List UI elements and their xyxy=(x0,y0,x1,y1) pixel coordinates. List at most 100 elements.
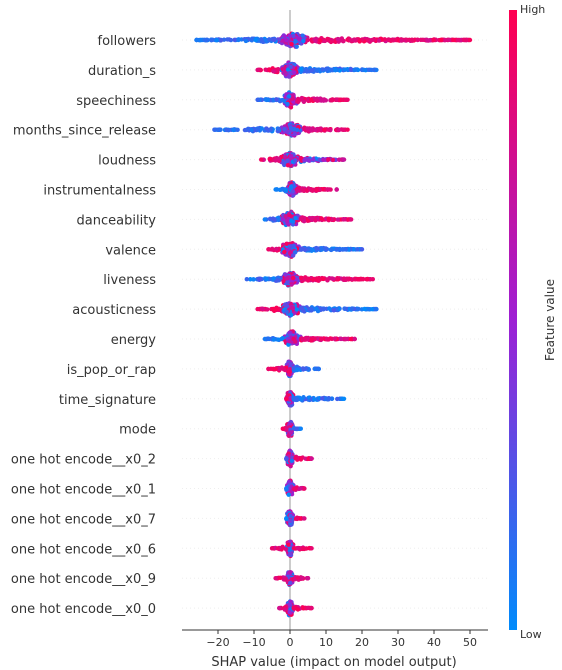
shap-point xyxy=(271,69,276,74)
shap-point xyxy=(249,127,254,133)
shap-point xyxy=(307,158,312,163)
shap-point xyxy=(293,39,298,44)
shap-point xyxy=(427,38,432,43)
shap-point xyxy=(255,127,260,132)
shap-point xyxy=(297,36,302,42)
shap-point xyxy=(326,127,331,132)
shap-point xyxy=(311,157,316,162)
shap-point xyxy=(288,154,294,159)
shap-point xyxy=(267,156,272,162)
shap-point xyxy=(214,37,219,43)
shap-point xyxy=(334,97,340,102)
shap-point xyxy=(266,247,271,252)
shap-point xyxy=(326,216,331,221)
shap-point xyxy=(295,367,301,372)
shap-point xyxy=(285,162,291,168)
shap-point xyxy=(232,37,237,43)
shap-point xyxy=(451,37,456,43)
shap-point xyxy=(288,125,294,131)
shap-point xyxy=(290,96,296,101)
shap-point xyxy=(439,37,444,43)
shap-point xyxy=(305,37,310,43)
shap-point xyxy=(461,37,466,43)
shap-point xyxy=(286,74,292,79)
shap-point xyxy=(335,275,340,281)
shap-point xyxy=(290,305,296,311)
shap-point xyxy=(352,67,357,73)
shap-point xyxy=(274,97,279,102)
shap-point xyxy=(249,36,255,41)
shap-point xyxy=(319,216,324,221)
shap-point xyxy=(289,41,294,47)
shap-point xyxy=(309,97,314,102)
shap-point xyxy=(276,217,281,223)
shap-point xyxy=(265,97,271,103)
shap-point xyxy=(332,336,338,341)
shap-point xyxy=(333,68,338,73)
shap-point xyxy=(370,37,375,43)
shap-point xyxy=(340,247,345,252)
shap-point xyxy=(322,127,327,133)
shap-point xyxy=(359,247,365,252)
shap-point xyxy=(285,129,290,134)
shap-point xyxy=(308,306,314,312)
shap-point xyxy=(259,157,264,162)
shap-point xyxy=(313,218,318,223)
shap-point xyxy=(284,241,289,247)
shap-point xyxy=(301,38,306,44)
shap-point xyxy=(302,158,307,163)
shap-point xyxy=(290,275,296,281)
shap-point xyxy=(285,218,290,223)
shap-point xyxy=(236,37,241,42)
shap-point xyxy=(198,37,203,43)
shap-point xyxy=(320,276,326,282)
shap-point xyxy=(316,276,321,281)
shap-point xyxy=(349,306,355,311)
shap-point xyxy=(361,276,366,282)
shap-point xyxy=(291,253,296,258)
shap-point xyxy=(255,306,260,312)
shap-point xyxy=(431,37,436,43)
shap-point xyxy=(326,337,331,342)
shap-point xyxy=(442,37,448,43)
shap-point xyxy=(335,396,340,402)
shap-point xyxy=(271,37,277,43)
shap-point xyxy=(299,396,304,401)
shap-point xyxy=(279,365,285,370)
shap-point xyxy=(283,302,288,308)
shap-point xyxy=(318,38,323,43)
shap-point xyxy=(291,33,296,39)
shap-point xyxy=(314,67,320,72)
shap-point xyxy=(296,185,302,190)
shap-point xyxy=(301,99,307,104)
shap-point xyxy=(298,247,304,252)
shap-point xyxy=(273,367,278,372)
shap-point xyxy=(253,37,258,43)
shap-point xyxy=(316,366,321,372)
shap-point xyxy=(266,366,271,372)
shap-point xyxy=(302,247,308,253)
shap-point xyxy=(298,66,304,72)
shap-point xyxy=(355,247,360,252)
shap-point xyxy=(265,307,270,312)
shap-point xyxy=(312,37,317,42)
shap-point xyxy=(294,397,300,402)
shap-point xyxy=(321,98,326,103)
shap-point xyxy=(415,37,420,43)
beeswarm-points xyxy=(194,31,473,618)
shap-point xyxy=(418,37,424,43)
row-gridlines xyxy=(182,39,488,609)
shap-point xyxy=(382,37,387,42)
shap-point xyxy=(262,217,267,222)
shap-point xyxy=(345,127,350,132)
shap-point xyxy=(268,127,273,132)
shap-point xyxy=(341,127,346,132)
shap-point xyxy=(364,277,370,282)
shap-point xyxy=(282,249,287,255)
shap-point xyxy=(276,156,282,161)
shap-point xyxy=(338,97,343,103)
shap-point xyxy=(409,37,415,42)
shap-point xyxy=(288,312,294,318)
shap-point xyxy=(369,67,374,73)
